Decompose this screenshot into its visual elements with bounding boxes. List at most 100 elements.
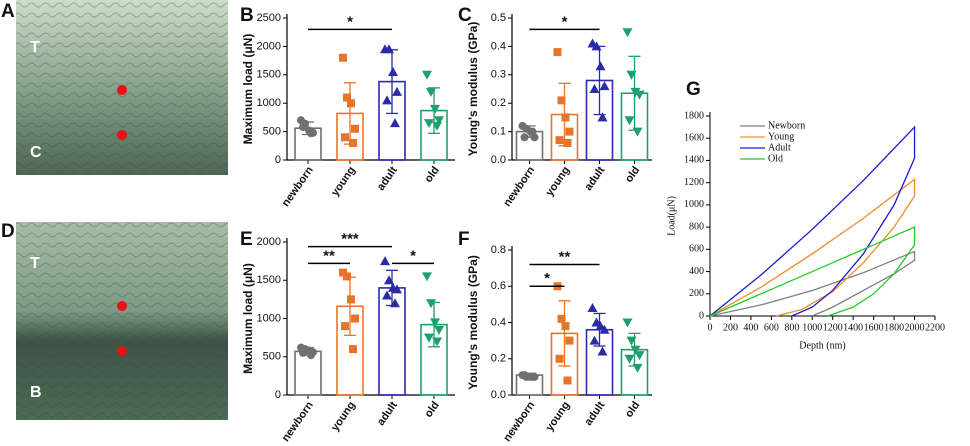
x-tick-label: 1000 xyxy=(802,322,822,333)
red-dot xyxy=(117,130,127,140)
x-tick-label: young xyxy=(544,165,573,199)
data-point xyxy=(630,345,641,355)
data-point xyxy=(434,325,444,335)
data-point xyxy=(307,129,315,138)
x-tick-label: 1400 xyxy=(843,322,863,333)
data-point xyxy=(563,376,572,385)
significance-label: ** xyxy=(323,247,335,264)
data-point xyxy=(422,70,432,80)
x-tick-label: 1200 xyxy=(823,322,843,333)
y-tick-label: 0.1 xyxy=(491,126,506,138)
y-tick-label: 0.8 xyxy=(491,244,506,256)
load-curve xyxy=(709,178,916,317)
y-tick-label: 0 xyxy=(275,389,281,401)
data-point xyxy=(349,345,357,354)
y-axis-label: Load(μN) xyxy=(666,196,677,236)
x-tick-label: young xyxy=(329,400,358,434)
image-label: T xyxy=(30,255,40,272)
panel-a: A T C xyxy=(1,0,228,175)
x-tick-label: old xyxy=(623,400,642,420)
significance-label: ** xyxy=(559,248,571,265)
y-tick-label: 1200 xyxy=(684,177,704,188)
x-tick-label: adult xyxy=(582,164,607,193)
data-point xyxy=(424,119,434,129)
data-point xyxy=(565,127,574,136)
line-chart: G0 200 400 600 800 1000 1200 1400 1600 1800 2000 22… xyxy=(666,79,945,351)
data-point xyxy=(380,256,390,266)
x-tick-label: young xyxy=(329,165,358,199)
data-point xyxy=(341,322,349,331)
data-point xyxy=(599,81,610,91)
data-point xyxy=(347,99,355,108)
x-tick-label: adult xyxy=(582,399,607,428)
data-point xyxy=(595,61,606,71)
y-axis-label: Young's modulus (GPa) xyxy=(466,255,480,390)
x-axis-label: Depth (nm) xyxy=(799,340,845,351)
panel-letter: B xyxy=(240,5,254,26)
y-axis-label: Young's modulus (GPa) xyxy=(466,22,480,157)
data-point xyxy=(382,95,392,105)
y-tick-label: 1400 xyxy=(684,155,704,166)
y-tick-label: 1500 xyxy=(257,274,281,286)
data-point xyxy=(299,348,307,357)
x-tick-label: adult xyxy=(375,164,400,193)
data-point xyxy=(591,41,602,51)
y-tick-label: 1600 xyxy=(684,133,704,144)
x-tick-label: 1800 xyxy=(884,322,904,333)
y-tick-label: 0.2 xyxy=(491,353,506,365)
y-axis-label: Maximum load (μN) xyxy=(241,34,255,145)
legend-label: Old xyxy=(768,153,783,164)
y-tick-label: 0 xyxy=(275,154,281,166)
data-point xyxy=(426,87,436,97)
panel-letter: F xyxy=(458,229,470,250)
data-point xyxy=(624,354,635,364)
significance-label: * xyxy=(347,13,353,30)
data-point xyxy=(339,53,347,62)
data-point xyxy=(563,138,572,147)
bar-chart: E 0 500 1000 1500 2000 Maximum load (μN) newbor… xyxy=(240,229,455,444)
significance-label: * xyxy=(410,247,416,264)
y-tick-label: 0.0 xyxy=(491,389,506,401)
legend-label: Young xyxy=(768,131,794,142)
data-point xyxy=(634,90,645,100)
y-tick-label: 0.6 xyxy=(491,280,506,292)
data-point xyxy=(561,322,570,331)
data-point xyxy=(520,371,529,380)
y-tick-label: 0.3 xyxy=(491,69,506,81)
data-point xyxy=(384,44,394,54)
load-curve xyxy=(709,250,916,317)
data-point xyxy=(626,336,637,346)
data-point xyxy=(390,118,400,128)
data-point xyxy=(392,86,402,96)
significance-label: * xyxy=(562,13,568,30)
data-point xyxy=(528,372,537,381)
y-tick-label: 1500 xyxy=(257,69,281,81)
data-point xyxy=(351,314,359,323)
data-point xyxy=(430,318,440,328)
data-point xyxy=(430,104,440,114)
load-curve xyxy=(709,125,916,317)
data-point xyxy=(557,96,566,105)
y-tick-label: 2500 xyxy=(257,12,281,24)
data-point xyxy=(557,314,566,323)
data-point xyxy=(561,113,570,122)
y-tick-label: 200 xyxy=(689,288,704,299)
data-point xyxy=(597,112,608,122)
x-tick-label: 2000 xyxy=(905,322,925,333)
data-point xyxy=(555,354,564,363)
image-label: T xyxy=(30,39,40,56)
data-point xyxy=(388,66,398,76)
data-point xyxy=(624,116,635,126)
micrograph-texture xyxy=(16,222,228,420)
panel-letter: C xyxy=(458,5,472,26)
bar-chart: F 0.0 0.2 0.4 0.6 0.8 Young's modulus (GPa) new… xyxy=(458,229,652,444)
panel-d: D T B xyxy=(1,221,228,420)
x-tick-label: 400 xyxy=(743,322,758,333)
data-point xyxy=(432,121,442,131)
load-curve xyxy=(709,226,916,317)
x-tick-label: old xyxy=(623,165,642,185)
x-tick-label: 2200 xyxy=(925,322,945,333)
y-tick-label: 0 xyxy=(699,310,704,321)
